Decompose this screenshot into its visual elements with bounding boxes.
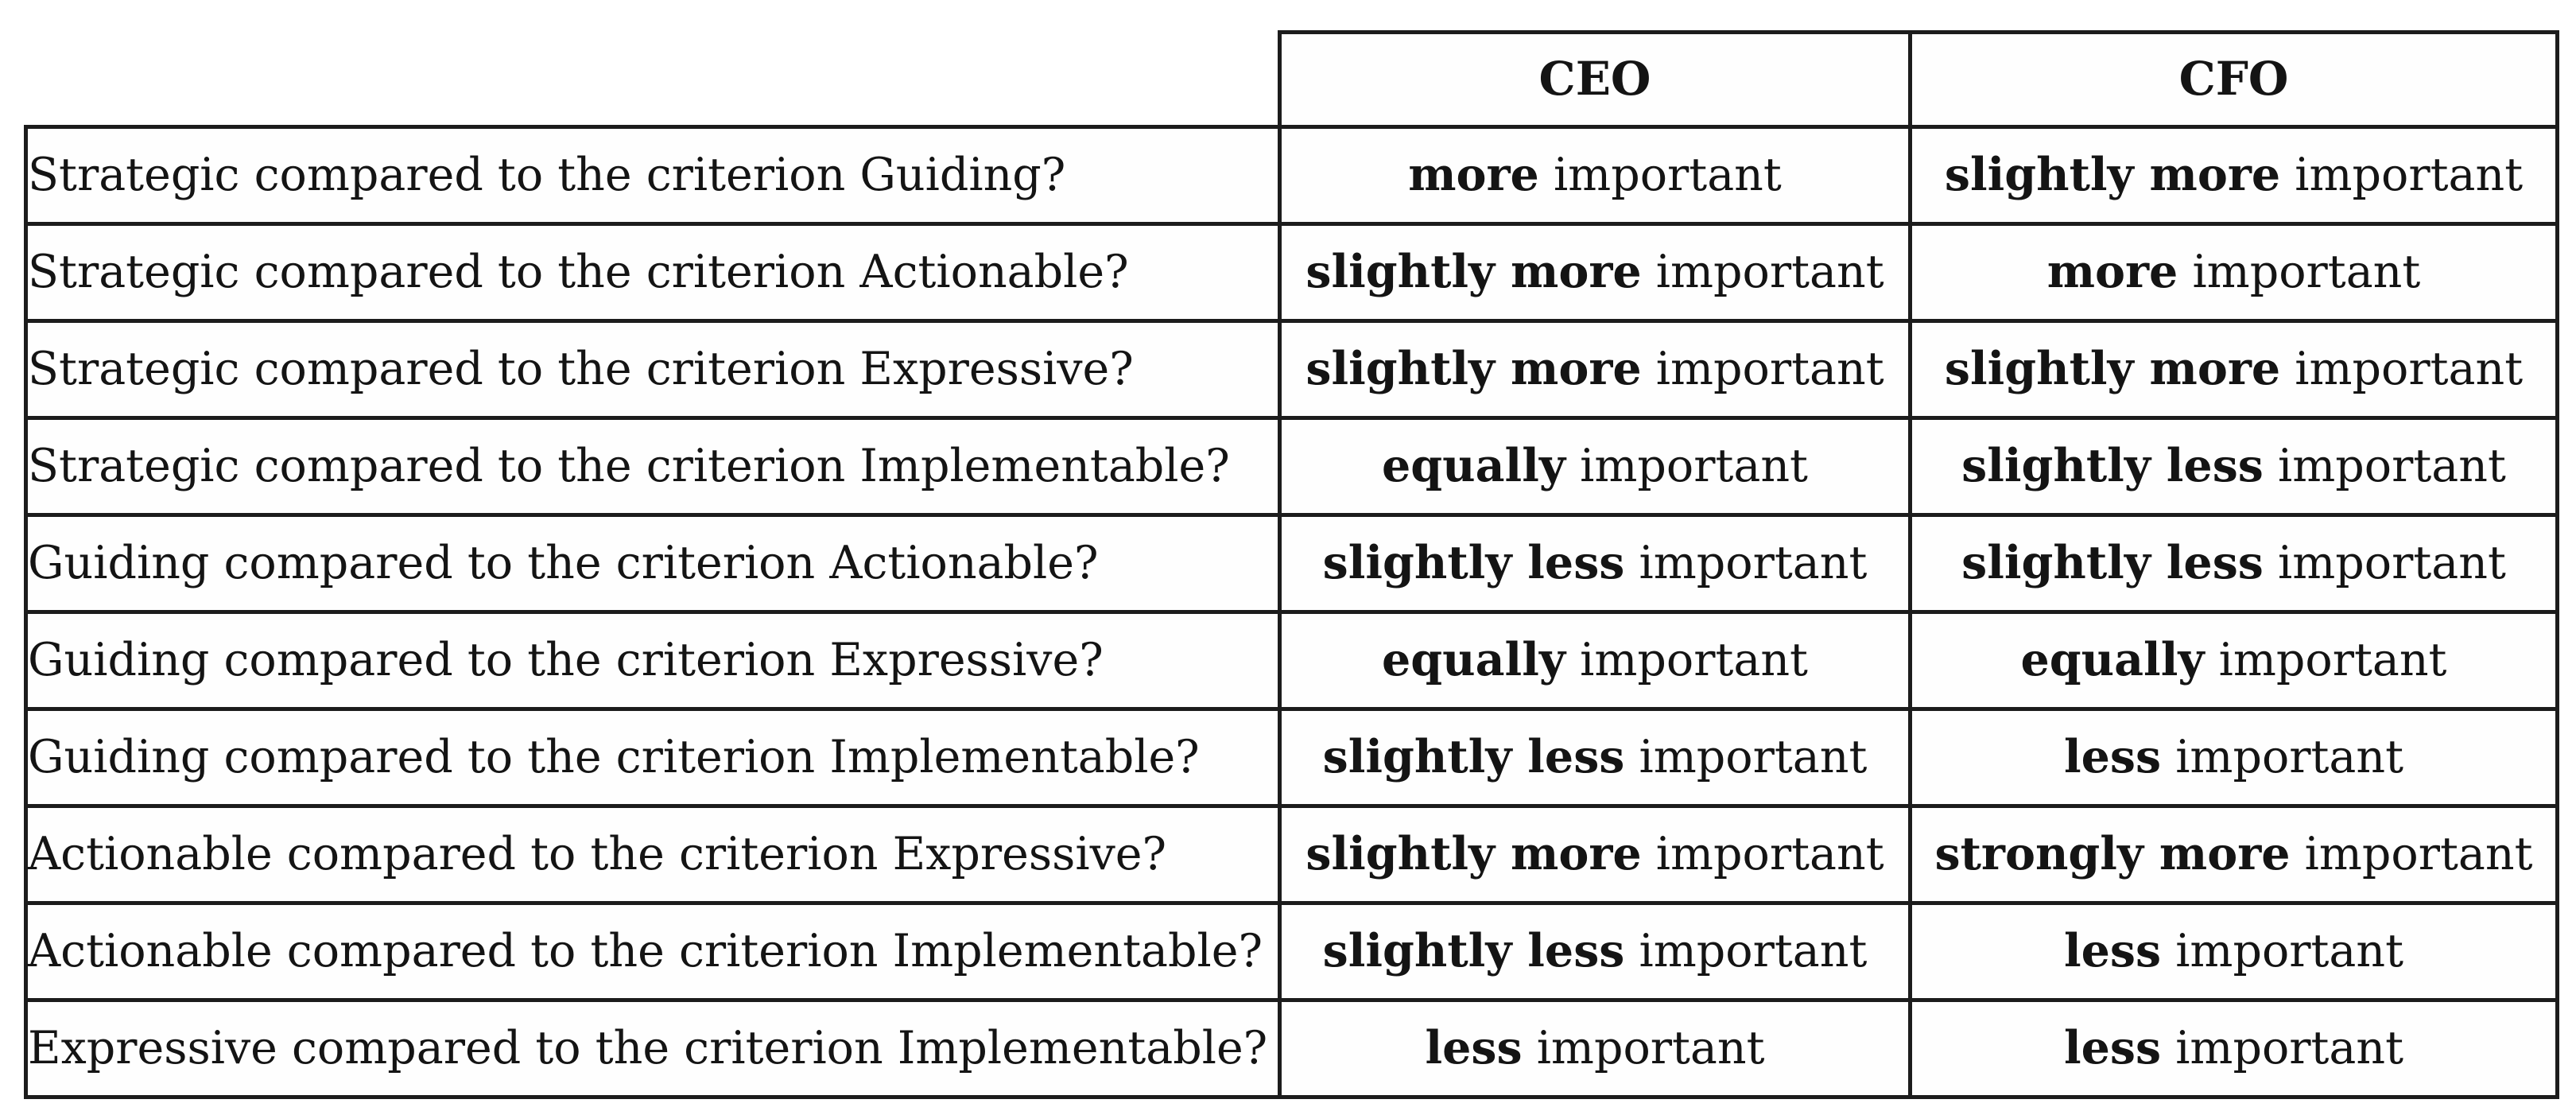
ceo-value-cell: more important bbox=[1278, 125, 1912, 226]
ceo-value-qualifier: slightly more bbox=[1305, 342, 1642, 396]
question-cell: Strategic compared to the criterion Acti… bbox=[24, 222, 1282, 323]
ceo-value-rest: important bbox=[1639, 731, 1868, 784]
ceo-value-rest: important bbox=[1580, 440, 1808, 493]
ceo-value-rest: important bbox=[1655, 246, 1884, 299]
ceo-value-qualifier: equally bbox=[1382, 439, 1565, 493]
table-row: Guiding compared to the criterion Expres… bbox=[24, 610, 2559, 711]
table-row: Actionable compared to the criterion Imp… bbox=[24, 901, 2559, 1002]
cfo-value-rest: important bbox=[2278, 537, 2506, 590]
question-cell: Guiding compared to the criterion Implem… bbox=[24, 707, 1282, 808]
ceo-value-rest: important bbox=[1553, 149, 1782, 202]
cfo-value-cell: more important bbox=[1908, 222, 2559, 323]
header-cell-empty bbox=[26, 33, 1280, 127]
cfo-value-qualifier: less bbox=[2063, 1021, 2162, 1075]
ceo-value-cell: equally important bbox=[1278, 416, 1912, 517]
table-row: Strategic compared to the criterion Guid… bbox=[24, 125, 2559, 226]
cfo-value-qualifier: more bbox=[2046, 245, 2178, 299]
ceo-value-qualifier: equally bbox=[1382, 633, 1565, 687]
ceo-value-cell: less important bbox=[1278, 998, 1912, 1099]
cfo-value-rest: important bbox=[2218, 634, 2447, 687]
cfo-value-cell: slightly more important bbox=[1908, 125, 2559, 226]
cfo-value-rest: important bbox=[2175, 1022, 2404, 1075]
ceo-value-qualifier: slightly more bbox=[1305, 827, 1642, 881]
cfo-value-rest: important bbox=[2192, 246, 2421, 299]
table-body: Strategic compared to the criterion Guid… bbox=[24, 125, 2559, 1099]
ceo-value-cell: equally important bbox=[1278, 610, 1912, 711]
table-row: Strategic compared to the criterion Expr… bbox=[24, 319, 2559, 420]
ceo-value-cell: slightly more important bbox=[1278, 804, 1912, 905]
header-cell-ceo: CEO bbox=[1278, 30, 1912, 129]
cfo-value-qualifier: slightly more bbox=[1944, 342, 2281, 396]
ceo-value-cell: slightly more important bbox=[1278, 222, 1912, 323]
cfo-value-qualifier: strongly more bbox=[1934, 827, 2291, 881]
cfo-value-cell: slightly more important bbox=[1908, 319, 2559, 420]
question-cell: Expressive compared to the criterion Imp… bbox=[24, 998, 1282, 1099]
ceo-value-qualifier: more bbox=[1408, 148, 1539, 202]
ceo-value-cell: slightly less important bbox=[1278, 901, 1912, 1002]
cfo-value-rest: important bbox=[2295, 343, 2524, 396]
ceo-value-qualifier: slightly less bbox=[1322, 536, 1625, 590]
cfo-value-qualifier: equally bbox=[2020, 633, 2205, 687]
cfo-value-qualifier: less bbox=[2063, 924, 2162, 978]
cfo-value-cell: less important bbox=[1908, 707, 2559, 808]
ceo-value-rest: important bbox=[1655, 343, 1884, 396]
table-row: Guiding compared to the criterion Action… bbox=[24, 513, 2559, 614]
header-row: CEO CFO bbox=[26, 30, 2559, 129]
cfo-value-rest: important bbox=[2304, 828, 2533, 881]
ceo-value-rest: important bbox=[1639, 925, 1868, 978]
ceo-value-cell: slightly less important bbox=[1278, 707, 1912, 808]
cfo-value-rest: important bbox=[2175, 731, 2404, 784]
ceo-value-rest: important bbox=[1639, 537, 1868, 590]
cfo-value-qualifier: slightly less bbox=[1961, 536, 2264, 590]
ceo-value-qualifier: less bbox=[1425, 1021, 1523, 1075]
table-row: Expressive compared to the criterion Imp… bbox=[24, 998, 2559, 1099]
question-cell: Strategic compared to the criterion Expr… bbox=[24, 319, 1282, 420]
ceo-value-rest: important bbox=[1536, 1022, 1765, 1075]
cfo-value-rest: important bbox=[2295, 149, 2524, 202]
cfo-value-cell: less important bbox=[1908, 998, 2559, 1099]
table-row: Strategic compared to the criterion Acti… bbox=[24, 222, 2559, 323]
header-cell-cfo: CFO bbox=[1908, 30, 2559, 129]
cfo-value-rest: important bbox=[2278, 440, 2506, 493]
question-cell: Strategic compared to the criterion Guid… bbox=[24, 125, 1282, 226]
ceo-value-cell: slightly more important bbox=[1278, 319, 1912, 420]
table-header: CEO CFO bbox=[26, 30, 2559, 129]
question-cell: Actionable compared to the criterion Imp… bbox=[24, 901, 1282, 1002]
cfo-value-qualifier: slightly more bbox=[1944, 148, 2281, 202]
table-row: Guiding compared to the criterion Implem… bbox=[24, 707, 2559, 808]
question-cell: Guiding compared to the criterion Action… bbox=[24, 513, 1282, 614]
ceo-value-rest: important bbox=[1655, 828, 1884, 881]
table-row: Actionable compared to the criterion Exp… bbox=[24, 804, 2559, 905]
ceo-value-cell: slightly less important bbox=[1278, 513, 1912, 614]
cfo-value-qualifier: slightly less bbox=[1961, 439, 2264, 493]
question-cell: Actionable compared to the criterion Exp… bbox=[24, 804, 1282, 905]
cfo-value-cell: equally important bbox=[1908, 610, 2559, 711]
cfo-value-rest: important bbox=[2175, 925, 2404, 978]
table-row: Strategic compared to the criterion Impl… bbox=[24, 416, 2559, 517]
ceo-value-rest: important bbox=[1580, 634, 1808, 687]
cfo-value-cell: slightly less important bbox=[1908, 416, 2559, 517]
comparison-table: CEO CFO Strategic compared to the criter… bbox=[24, 30, 2559, 1099]
question-cell: Guiding compared to the criterion Expres… bbox=[24, 610, 1282, 711]
cfo-value-cell: less important bbox=[1908, 901, 2559, 1002]
question-cell: Strategic compared to the criterion Impl… bbox=[24, 416, 1282, 517]
cfo-value-cell: strongly more important bbox=[1908, 804, 2559, 905]
cfo-value-cell: slightly less important bbox=[1908, 513, 2559, 614]
cfo-value-qualifier: less bbox=[2063, 730, 2162, 784]
ceo-value-qualifier: slightly more bbox=[1305, 245, 1642, 299]
ceo-value-qualifier: slightly less bbox=[1322, 924, 1625, 978]
ceo-value-qualifier: slightly less bbox=[1322, 730, 1625, 784]
